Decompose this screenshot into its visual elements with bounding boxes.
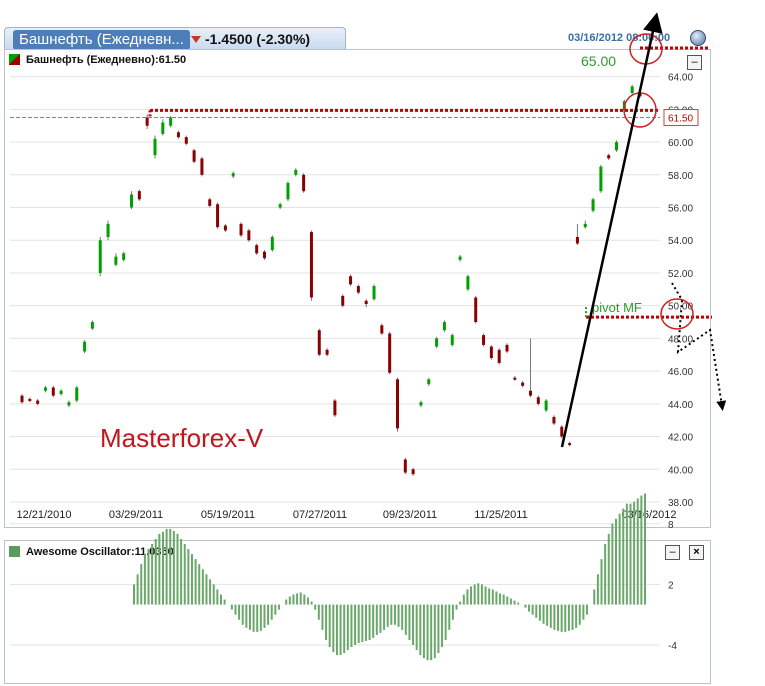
oscillator-legend-value: 11.0350 xyxy=(134,546,174,558)
oscillator-panel: Awesome Oscillator:11.0350 – × xyxy=(4,540,711,684)
price-chart-panel: Башнефть (Ежедневно):61.50 – xyxy=(4,49,711,528)
instrument-tab-bar: Башнефть (Ежедневн... -1.4500 (-2.30%) 0… xyxy=(0,27,712,50)
instrument-tab-title[interactable]: Башнефть (Ежедневн... xyxy=(13,30,190,50)
minimize-icon[interactable]: – xyxy=(687,55,702,70)
price-legend-name: Башнефть (Ежедневно) xyxy=(26,54,155,66)
globe-icon[interactable] xyxy=(690,30,706,46)
instrument-tab[interactable]: Башнефть (Ежедневн... -1.4500 (-2.30%) xyxy=(4,27,346,50)
oscillator-color-swatch xyxy=(9,546,20,557)
close-icon[interactable]: × xyxy=(689,545,704,560)
price-down-icon xyxy=(191,36,201,43)
oscillator-legend-name: Awesome Oscillator xyxy=(26,546,131,558)
price-change: -1.4500 (-2.30%) xyxy=(205,31,311,47)
price-legend-value: 61.50 xyxy=(158,54,187,66)
last-update-datetime: 03/16/2012 08:00:00 xyxy=(568,32,671,44)
legend-color-swatch xyxy=(9,54,20,65)
oscillator-legend: Awesome Oscillator:11.0350 xyxy=(9,546,174,558)
minimize-icon[interactable]: – xyxy=(665,545,680,560)
price-legend: Башнефть (Ежедневно):61.50 xyxy=(9,54,186,66)
